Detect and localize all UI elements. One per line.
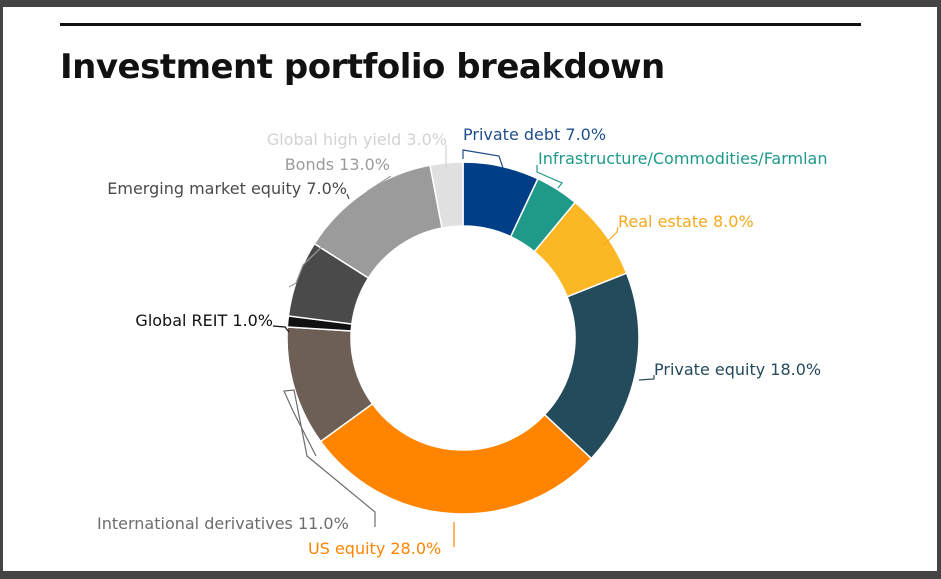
leader-line xyxy=(603,226,619,246)
chart-title: Investment portfolio breakdown xyxy=(60,47,665,87)
slice-label: Global high yield 3.0% xyxy=(267,130,447,149)
slice-label: Infrastructure/Commodities/Farmlan xyxy=(538,149,828,168)
slice-label: Bonds 13.0% xyxy=(285,155,390,174)
slice-label: Private equity 18.0% xyxy=(654,360,821,379)
slice-label: Private debt 7.0% xyxy=(463,125,606,144)
slice-global-high-yield xyxy=(429,161,464,229)
leader-line xyxy=(283,389,376,527)
slice-label: Global REIT 1.0% xyxy=(135,311,273,330)
leader-line xyxy=(638,375,655,381)
slice-label: Real estate 8.0% xyxy=(618,212,754,231)
leader-line xyxy=(346,193,350,200)
donut-chart: Private debt 7.0% Infrastructure/Commodit… xyxy=(97,125,828,558)
leader-line xyxy=(462,149,504,169)
leader-line xyxy=(536,165,563,189)
leader-line xyxy=(288,175,392,288)
slice-us-equity xyxy=(319,402,593,515)
top-rule xyxy=(60,23,861,26)
slice-label: US equity 28.0% xyxy=(308,539,441,558)
slice-label: International derivatives 11.0% xyxy=(97,514,349,533)
chart-frame: Investment portfolio breakdown Private d… xyxy=(3,7,937,571)
leader-line xyxy=(272,325,290,333)
slice-label: Emerging market equity 7.0% xyxy=(107,179,347,198)
